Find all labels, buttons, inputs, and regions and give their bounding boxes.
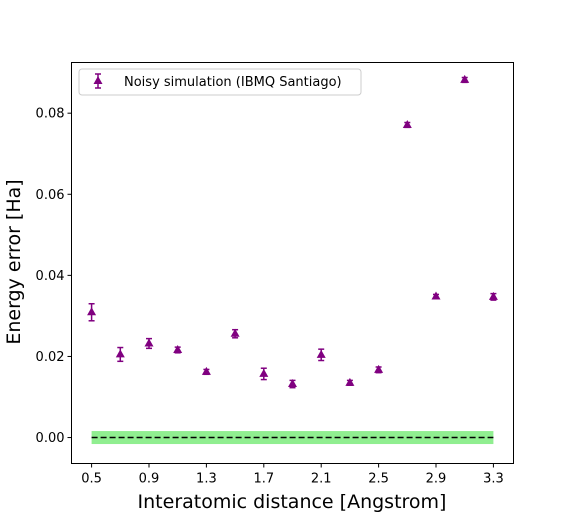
- triangle-marker: [173, 344, 183, 353]
- data-point: [201, 366, 211, 376]
- legend-label: Noisy simulation (IBMQ Santiago): [124, 75, 342, 90]
- legend-box: [78, 68, 362, 96]
- legend: Noisy simulation (IBMQ Santiago): [78, 68, 362, 96]
- y-axis-label: Energy error [Ha]: [3, 179, 25, 344]
- data-point: [402, 119, 412, 129]
- chemical-accuracy-band-layer: [91, 431, 494, 445]
- triangle-marker: [345, 377, 355, 386]
- y-tick-label: 0.02: [36, 350, 65, 365]
- data-point: [288, 379, 297, 389]
- data-point: [259, 367, 269, 381]
- plot-frame: [71, 62, 514, 464]
- triangle-marker: [259, 368, 269, 377]
- y-tick-label: 0.04: [36, 269, 65, 284]
- x-tick-label: 1.7: [253, 472, 274, 487]
- x-tick-label: 1.3: [196, 472, 217, 487]
- data-layer: [87, 74, 498, 389]
- triangle-marker: [288, 379, 297, 388]
- x-tick-label: 2.9: [426, 472, 447, 487]
- x-tick-label: 2.1: [311, 472, 332, 487]
- y-tick-label: 0.00: [36, 431, 65, 446]
- triangle-marker: [316, 349, 326, 358]
- y-tick-label: 0.08: [36, 107, 65, 122]
- triangle-marker: [431, 291, 441, 300]
- triangle-marker: [460, 74, 470, 83]
- data-point: [431, 291, 441, 300]
- triangle-marker: [115, 349, 125, 358]
- data-point: [345, 377, 355, 386]
- data-point: [316, 348, 326, 362]
- triangle-marker: [201, 366, 211, 375]
- data-point: [115, 346, 125, 363]
- data-point: [374, 364, 384, 374]
- data-point: [460, 74, 470, 84]
- triangle-marker: [144, 338, 154, 347]
- data-point: [144, 337, 154, 350]
- x-tick-label: 0.5: [81, 472, 102, 487]
- data-point: [173, 344, 183, 354]
- triangle-marker: [374, 364, 384, 373]
- data-point: [87, 302, 97, 322]
- x-tick-label: 0.9: [139, 472, 160, 487]
- data-point: [230, 328, 240, 339]
- x-tick-label: 2.5: [368, 472, 389, 487]
- triangle-marker: [488, 291, 498, 300]
- x-tick-label: 3.3: [483, 472, 504, 487]
- axes-layer: 0.5 0.9 1.3 1.7 2.1 2.5 2.9 3.3 0.00 0.02 0.04 0.06…: [36, 107, 504, 487]
- legend-marker: [93, 73, 103, 89]
- x-axis-label: Interatomic distance [Angstrom]: [138, 491, 447, 513]
- triangle-marker: [87, 307, 97, 316]
- legend-triangle-marker: [93, 76, 103, 84]
- y-tick-label: 0.06: [36, 188, 65, 203]
- triangle-marker: [230, 328, 240, 337]
- data-point: [488, 291, 498, 301]
- triangle-marker: [402, 119, 412, 128]
